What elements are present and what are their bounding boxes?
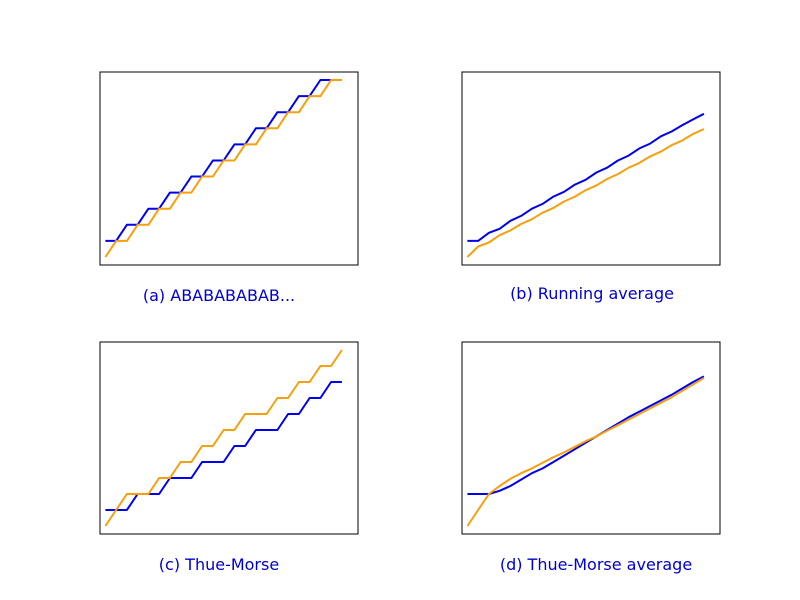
caption-panel-b: (b) Running average xyxy=(510,284,674,303)
panel-b-series-blue-line xyxy=(467,112,705,242)
panel-c-frame xyxy=(99,341,359,535)
panel-c-series-blue-line xyxy=(105,381,342,511)
panel-b-series-orange-line xyxy=(466,128,705,258)
panel-b-frame xyxy=(461,71,721,266)
caption-panel-c: (c) Thue-Morse xyxy=(158,555,280,574)
panel-d-series-orange-line xyxy=(466,377,705,527)
panel-d xyxy=(461,341,721,535)
panel-c xyxy=(99,341,359,535)
caption-panel-a: (a) ABABABABAB... xyxy=(142,286,296,305)
panel-a-series-orange-line xyxy=(104,79,342,258)
panel-a-frame xyxy=(99,71,359,266)
caption-panel-d: (d) Thue-Morse average xyxy=(499,555,693,574)
panel-b xyxy=(461,71,721,266)
panel-d-series-blue-line xyxy=(467,375,705,495)
panel-a xyxy=(99,71,359,266)
panel-d-frame xyxy=(461,341,721,535)
panel-c-series-orange-line xyxy=(104,349,343,527)
